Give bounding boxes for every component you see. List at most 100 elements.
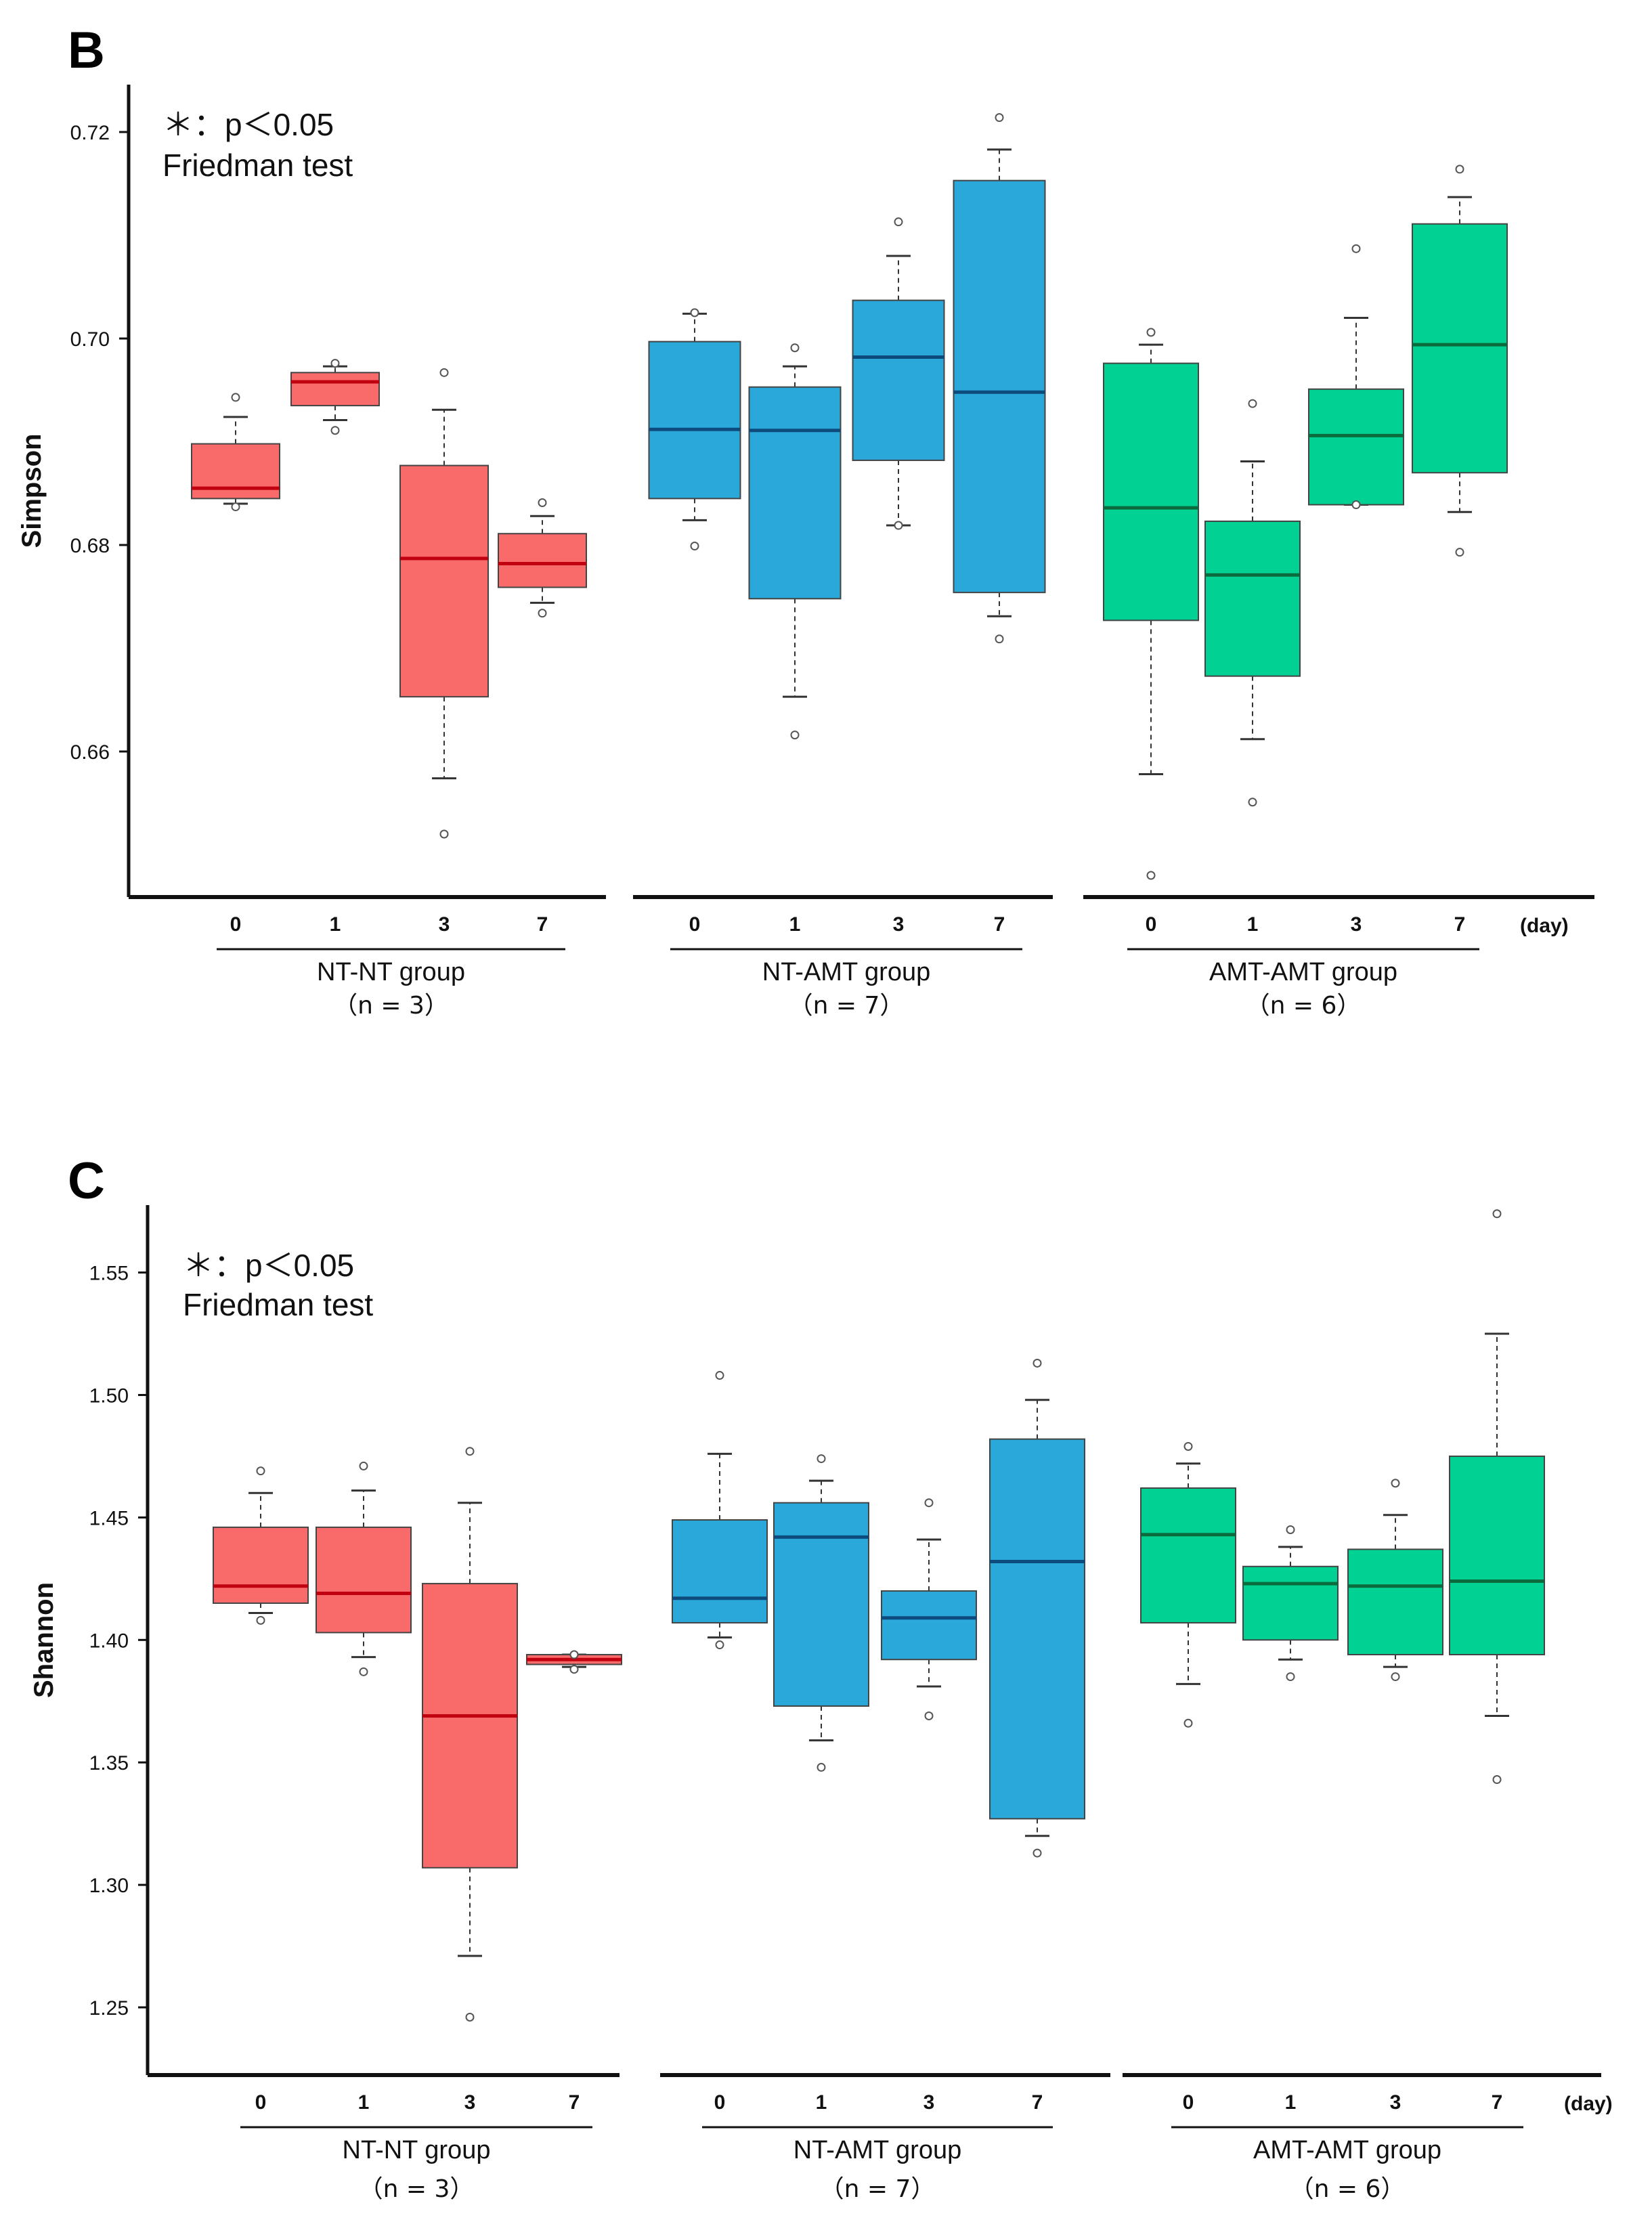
x-tick-label: 3 <box>923 2091 935 2114</box>
outlier-point <box>439 368 449 377</box>
outlier-point <box>465 2012 475 2022</box>
outlier-point <box>439 829 449 839</box>
x-tick-label: 0 <box>1146 913 1157 936</box>
x-tick-label: 7 <box>994 913 1005 936</box>
box <box>316 1526 412 1634</box>
outlier-point <box>1351 244 1361 253</box>
x-unit-label: (day) <box>1520 915 1569 937</box>
outlier-point <box>330 426 340 435</box>
x-tick-label: 3 <box>1351 913 1362 936</box>
outlier-point <box>538 498 547 507</box>
test-name-annotation: Friedman test <box>183 1287 373 1322</box>
x-tick-label: 0 <box>230 913 242 936</box>
outlier-point <box>995 634 1004 644</box>
outlier-point <box>924 1498 934 1508</box>
x-tick-label: 3 <box>893 913 905 936</box>
box <box>290 372 380 407</box>
box <box>498 533 587 588</box>
outlier-point <box>817 1762 826 1772</box>
outlier-point <box>894 217 903 227</box>
x-tick-label: 1 <box>1247 913 1259 936</box>
box <box>1412 223 1508 474</box>
box <box>748 386 842 600</box>
box <box>1140 1487 1236 1623</box>
test-name-annotation: Friedman test <box>162 148 353 183</box>
box <box>1308 388 1404 506</box>
y-tick-label: 1.45 <box>89 1507 129 1529</box>
outlier-point <box>1351 500 1361 510</box>
x-tick-label: 7 <box>1032 2091 1043 2114</box>
outlier-point <box>1391 1672 1400 1682</box>
box <box>1347 1548 1443 1656</box>
outlier-point <box>715 1640 724 1650</box>
outlier-point <box>231 502 240 512</box>
box <box>648 341 741 500</box>
x-tick-label: 1 <box>789 913 801 936</box>
group-n-label: （n = 6） <box>1290 2175 1406 2203</box>
box <box>672 1519 768 1623</box>
shannon-panel: C 1.25 1.30 1.35 1.40 1.45 1.50 1.55 Shannon ＊：p＜… <box>29 1152 1613 2203</box>
group-name-label: NT-NT group <box>317 958 465 986</box>
x-tick-label: 0 <box>714 2091 726 2114</box>
box <box>989 1438 1085 1820</box>
group-name-label: NT-AMT group <box>794 2136 961 2164</box>
box <box>773 1502 869 1707</box>
outlier-point <box>569 1650 579 1659</box>
outlier-point <box>690 308 699 318</box>
outlier-point <box>1286 1525 1295 1534</box>
y-tick-label: 1.55 <box>89 1263 129 1285</box>
outlier-point <box>1455 165 1464 174</box>
outlier-point <box>1183 1441 1193 1451</box>
outlier-point <box>1183 1718 1193 1728</box>
x-tick-label: 3 <box>464 2091 476 2114</box>
group-n-label: （n = 7） <box>789 992 905 1020</box>
group-n-label: （n = 3） <box>333 992 449 1020</box>
outlier-point <box>569 1665 579 1674</box>
significance-annotation: ＊：p＜0.05 <box>183 1248 354 1283</box>
box <box>1449 1455 1545 1656</box>
box <box>953 179 1046 594</box>
x-tick-label: 3 <box>439 913 450 936</box>
x-tick-label: 1 <box>358 2091 370 2114</box>
group-n-label: （n = 3） <box>359 2175 475 2203</box>
outlier-point <box>790 343 800 353</box>
x-tick-label: 7 <box>1454 913 1466 936</box>
significance-annotation: ＊：p＜0.05 <box>162 107 334 142</box>
outlier-point <box>231 393 240 402</box>
outlier-point <box>465 1447 475 1456</box>
y-tick-label: 1.50 <box>89 1385 129 1408</box>
box <box>1242 1565 1339 1641</box>
group-name-label: NT-AMT group <box>762 958 930 986</box>
outlier-point <box>817 1454 826 1464</box>
x-tick-label: 0 <box>255 2091 267 2114</box>
outlier-point <box>1286 1672 1295 1682</box>
y-tick-label: 0.70 <box>70 328 110 351</box>
outlier-point <box>924 1711 934 1720</box>
y-tick-label: 1.25 <box>89 1997 129 2020</box>
outlier-point <box>1146 871 1156 880</box>
y-tick-label: 0.72 <box>70 122 110 144</box>
outlier-point <box>1032 1848 1042 1858</box>
x-tick-label: 0 <box>1183 2091 1194 2114</box>
group-name-label: AMT-AMT group <box>1209 958 1397 986</box>
box <box>852 299 945 461</box>
panel-letter: C <box>68 1152 105 1210</box>
panel-letter: B <box>68 22 105 79</box>
x-tick-label: 1 <box>330 913 341 936</box>
outlier-point <box>1248 399 1257 408</box>
outlier-point <box>538 609 547 618</box>
outlier-point <box>359 1461 368 1470</box>
x-tick-label: 0 <box>689 913 701 936</box>
outlier-point <box>1146 328 1156 337</box>
outlier-point <box>894 521 903 530</box>
y-tick-label: 1.30 <box>89 1875 129 1897</box>
box <box>422 1583 518 1869</box>
x-tick-label: 7 <box>537 913 548 936</box>
y-axis-label: Shannon <box>29 1582 59 1698</box>
outlier-point <box>690 542 699 551</box>
outlier-point <box>359 1667 368 1676</box>
y-tick-label: 0.68 <box>70 535 110 557</box>
outlier-point <box>790 731 800 740</box>
x-tick-label: 3 <box>1390 2091 1401 2114</box>
